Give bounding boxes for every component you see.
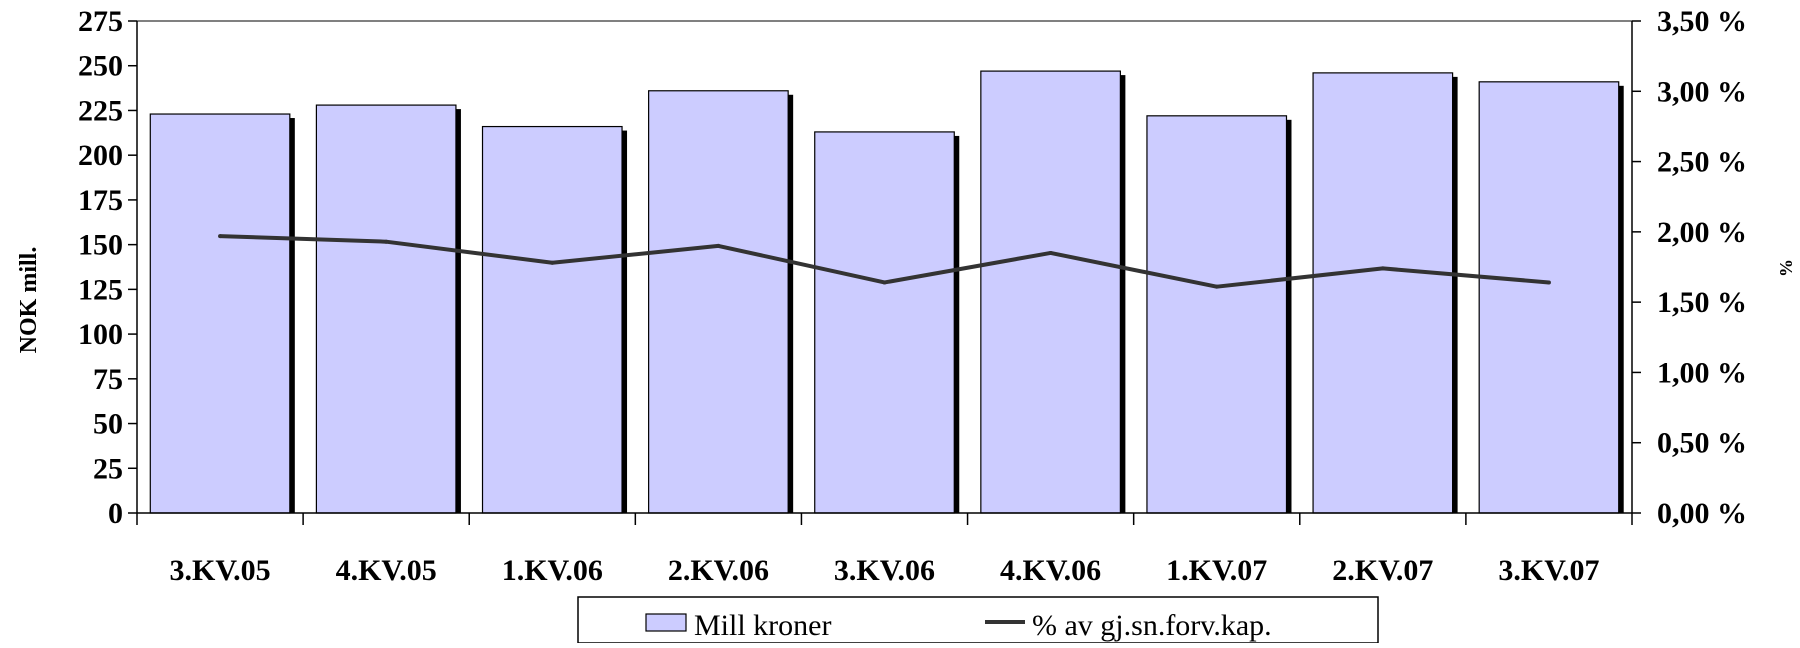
legend: Mill kroner % av gj.sn.forv.kap. <box>577 596 1379 644</box>
line-point <box>218 234 223 239</box>
legend-box <box>577 596 1379 644</box>
axes-layer <box>128 20 1641 525</box>
line-layer <box>218 234 1551 289</box>
x-tick-label: 3.KV.06 <box>834 554 935 587</box>
bar <box>814 131 955 514</box>
legend-label-line: % av gj.sn.forv.kap. <box>1032 609 1272 642</box>
line-point <box>716 243 721 248</box>
y-tick-label-right: 0,50 % <box>1657 427 1747 460</box>
x-tick-label: 4.KV.05 <box>336 554 437 587</box>
y-tick-label-left: 275 <box>78 5 123 38</box>
x-tick-label: 4.KV.06 <box>1000 554 1101 587</box>
line-point <box>1048 250 1053 255</box>
x-tick-label: 2.KV.07 <box>1332 554 1433 587</box>
bar <box>481 125 623 514</box>
line-point <box>384 239 389 244</box>
y-tick-label-right: 2,00 % <box>1657 216 1747 249</box>
labels-layer: 0 25 50 75 100 125 150 175 200 225 250 275 0,00 % 0,5… <box>78 5 1747 587</box>
line-point <box>550 260 555 265</box>
x-tick-label: 1.KV.06 <box>502 554 603 587</box>
y-tick-label-right: 0,00 % <box>1657 497 1747 530</box>
x-tick-label: 1.KV.07 <box>1166 554 1267 587</box>
y-tick-label-left: 50 <box>93 408 123 441</box>
y-axis-right-label: % <box>1776 259 1796 277</box>
bar <box>980 70 1121 514</box>
line-point <box>1546 280 1551 285</box>
y-tick-label-right: 2,50 % <box>1657 146 1747 179</box>
y-tick-label-left: 0 <box>108 497 123 530</box>
bar <box>1312 72 1454 514</box>
y-tick-label-left: 75 <box>93 363 123 396</box>
y-tick-label-left: 175 <box>78 184 123 217</box>
legend-swatch-bar <box>645 613 687 632</box>
y-tick-label-right: 1,50 % <box>1657 286 1747 319</box>
line-point <box>882 280 887 285</box>
bars-layer <box>149 70 1624 514</box>
x-tick-label: 3.KV.05 <box>169 554 270 587</box>
x-tick-label: 3.KV.07 <box>1498 554 1599 587</box>
y-tick-label-right: 1,00 % <box>1657 356 1747 389</box>
y-tick-label-left: 200 <box>78 139 123 172</box>
bar <box>1146 115 1288 514</box>
y-axis-left-label: NOK mill. <box>16 247 42 354</box>
line-point <box>1214 284 1219 289</box>
x-tick-label: 2.KV.06 <box>668 554 769 587</box>
line-point <box>1380 266 1385 271</box>
bar <box>648 90 789 514</box>
y-tick-label-left: 150 <box>78 229 123 262</box>
y-tick-label-left: 25 <box>93 452 123 485</box>
bar <box>1478 81 1620 514</box>
y-tick-label-right: 3,50 % <box>1657 5 1747 38</box>
y-tick-label-left: 250 <box>78 50 123 83</box>
legend-label-bars: Mill kroner <box>694 609 831 642</box>
y-tick-label-left: 100 <box>78 318 123 351</box>
y-tick-label-left: 225 <box>78 94 123 127</box>
bar <box>315 104 457 514</box>
y-tick-label-right: 3,00 % <box>1657 75 1747 108</box>
y-tick-label-left: 125 <box>78 273 123 306</box>
bar <box>149 113 291 514</box>
